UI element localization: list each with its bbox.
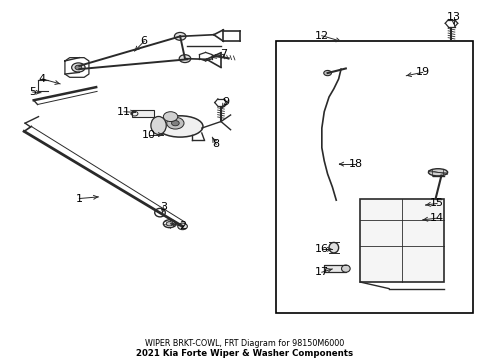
Text: 8: 8	[213, 139, 220, 149]
Text: 7: 7	[220, 49, 227, 59]
Circle shape	[163, 112, 178, 122]
Text: 17: 17	[315, 267, 329, 277]
Bar	[132, 110, 154, 117]
Ellipse shape	[157, 116, 203, 137]
Circle shape	[172, 121, 179, 126]
Circle shape	[174, 32, 186, 40]
Ellipse shape	[342, 265, 350, 272]
Bar	[360, 198, 444, 282]
Ellipse shape	[428, 169, 448, 176]
Text: 15: 15	[430, 198, 444, 208]
Bar	[276, 41, 473, 313]
Text: 4: 4	[39, 74, 46, 84]
Ellipse shape	[151, 116, 166, 135]
Circle shape	[179, 55, 191, 63]
Text: 2: 2	[179, 221, 186, 231]
Ellipse shape	[166, 222, 173, 226]
Ellipse shape	[329, 242, 339, 253]
Text: 1: 1	[76, 194, 83, 203]
Text: 18: 18	[348, 159, 363, 169]
Text: 14: 14	[430, 213, 444, 223]
Text: 3: 3	[160, 202, 167, 212]
Text: 12: 12	[315, 31, 329, 41]
Text: 6: 6	[141, 36, 147, 46]
Text: 2021 Kia Forte Wiper & Washer Components: 2021 Kia Forte Wiper & Washer Components	[136, 349, 354, 358]
Circle shape	[75, 65, 82, 70]
Text: WIPER BRKT-COWL, FRT Diagram for 98150M6000: WIPER BRKT-COWL, FRT Diagram for 98150M6…	[146, 339, 344, 348]
Text: 9: 9	[222, 97, 229, 107]
Text: 11: 11	[117, 107, 131, 117]
Bar	[324, 265, 346, 272]
Text: 5: 5	[29, 87, 36, 97]
Circle shape	[72, 63, 85, 72]
Circle shape	[167, 117, 184, 129]
Text: 16: 16	[315, 244, 329, 254]
Text: 13: 13	[447, 12, 461, 22]
Text: 19: 19	[416, 67, 430, 77]
Circle shape	[178, 223, 187, 230]
Text: 10: 10	[142, 130, 156, 140]
Circle shape	[324, 71, 331, 76]
